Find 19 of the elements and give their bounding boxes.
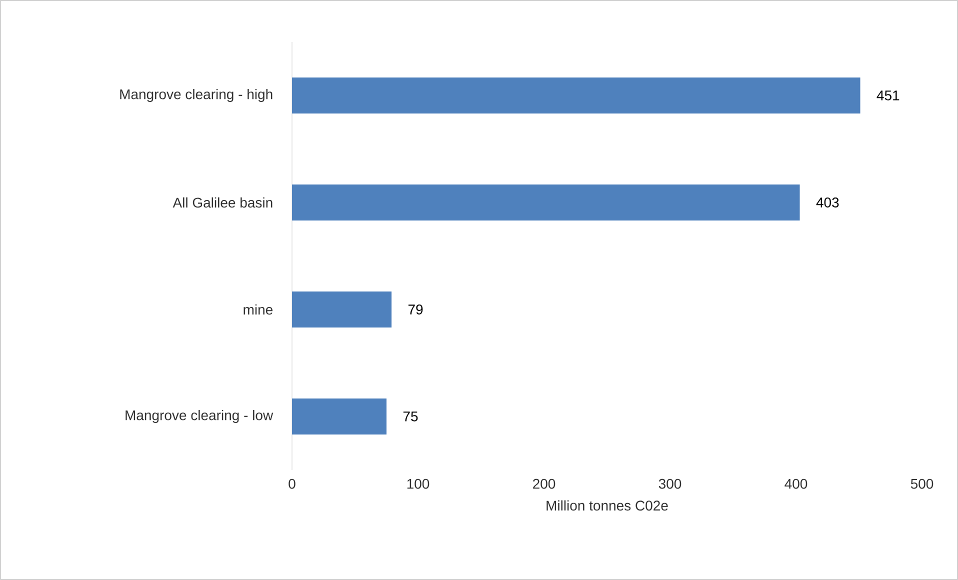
x-axis-title: Million tonnes C02e xyxy=(546,500,668,511)
x-tick-label: 400 xyxy=(784,478,808,489)
x-tick-label: 0 xyxy=(288,478,296,489)
x-tick-label: 500 xyxy=(910,478,934,489)
y-tick-label: Mangrove clearing - low xyxy=(126,410,274,424)
data-label: 403 xyxy=(816,198,839,208)
y-tick-label: Mangrove clearing - high xyxy=(120,88,272,102)
x-tick-label: 300 xyxy=(658,478,682,489)
bar xyxy=(292,184,800,220)
bar xyxy=(292,398,387,434)
bar xyxy=(292,291,392,328)
data-label: 75 xyxy=(403,412,418,422)
x-tick-label: 100 xyxy=(407,478,430,489)
data-label: 451 xyxy=(876,90,900,100)
data-label: 79 xyxy=(408,304,423,314)
y-tick-label: mine xyxy=(244,304,273,315)
x-tick-label: 200 xyxy=(533,478,556,489)
y-tick-label: All Galilee basin xyxy=(172,197,272,208)
bar xyxy=(292,78,860,114)
